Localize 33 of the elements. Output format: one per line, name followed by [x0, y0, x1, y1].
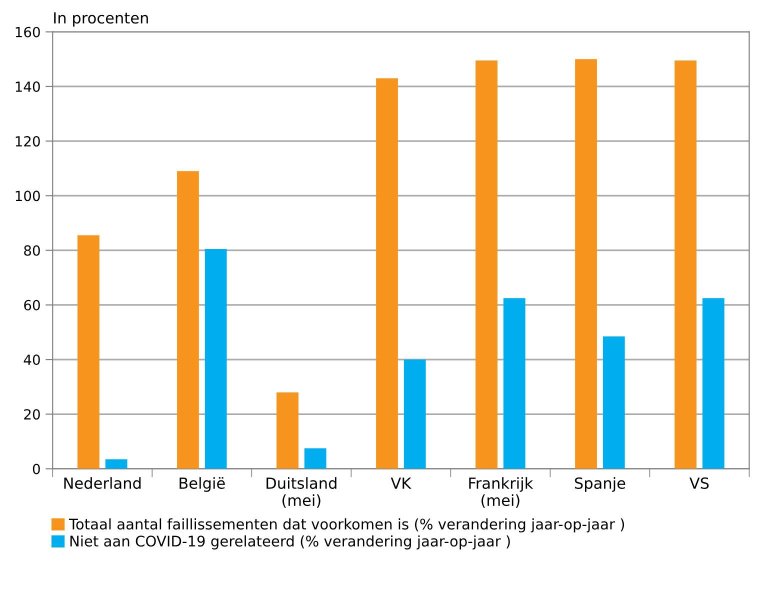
y-axis-title: In procenten	[54, 12, 148, 27]
bar	[702, 298, 724, 469]
bar	[503, 298, 526, 469]
bar	[404, 360, 426, 469]
y-tick-label: 160	[16, 26, 40, 38]
x-tick-label: Spanje	[574, 477, 626, 492]
bar	[376, 78, 398, 469]
y-tick-label: 100	[16, 190, 40, 202]
bar	[105, 459, 128, 469]
y-tick-label: 0	[32, 464, 40, 474]
x-tick-label: VK	[390, 478, 412, 489]
y-tick-label: 60	[24, 300, 40, 310]
y-tick-label: 140	[16, 81, 40, 92]
x-tick-label: VS	[690, 477, 709, 489]
legend-label: Niet aan COVID-19 gerelateerd (% verandering jaar-op-jaar )	[70, 535, 510, 550]
bar	[276, 392, 298, 469]
x-tick-label: Duitsland (mei)	[266, 477, 336, 508]
x-tick-label: Nederland	[64, 477, 141, 489]
bar	[674, 60, 696, 469]
y-tick-label: 80	[24, 245, 40, 256]
x-tick-label: Frankrijk (mei)	[469, 477, 534, 508]
bar	[177, 171, 199, 469]
bar	[204, 248, 227, 469]
y-tick-label: 40	[24, 354, 40, 366]
bar	[304, 448, 326, 469]
y-tick-label: 120	[16, 136, 40, 147]
legend-label: Totaal aantal faillissementen dat voorkomen is (% verandering jaar-op-jaar )	[68, 518, 624, 532]
bar	[602, 336, 625, 469]
bar	[78, 235, 100, 469]
y-tick-label: 20	[24, 409, 40, 420]
bar	[575, 59, 597, 469]
bar	[476, 60, 498, 469]
x-tick-label: België	[180, 477, 225, 492]
